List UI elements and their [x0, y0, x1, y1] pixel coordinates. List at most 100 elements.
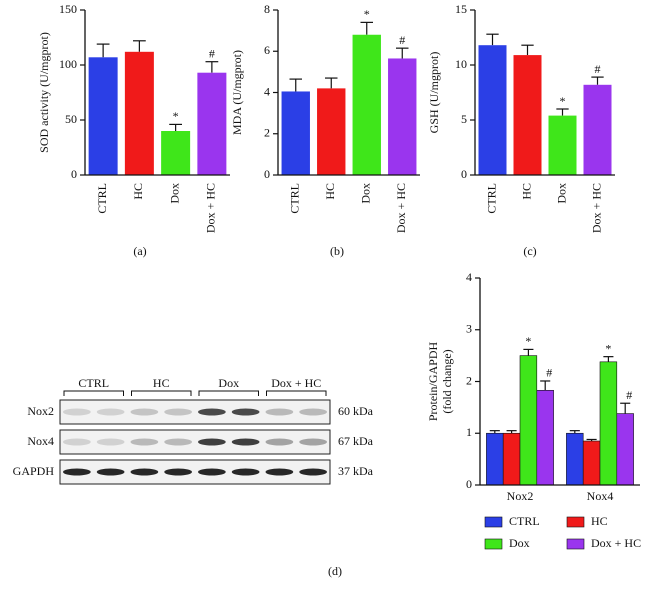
blot-group-label: Dox + HC — [271, 376, 321, 390]
y-axis-label: MDA (U/mgprot) — [230, 50, 244, 135]
blot-band — [265, 468, 294, 476]
x-tick-label: HC — [323, 183, 337, 200]
bar — [161, 131, 191, 175]
blot-row — [59, 399, 331, 425]
y-tick-label: 0 — [466, 477, 472, 491]
x-tick-label: Dox + HC — [394, 183, 408, 233]
bar — [317, 88, 346, 175]
blot-bracket — [198, 390, 259, 396]
blot-group-label: CTRL — [78, 376, 109, 390]
legend-label: Dox — [509, 536, 530, 550]
y-tick-label: 2 — [264, 126, 270, 140]
bar — [281, 91, 310, 175]
blot-band — [198, 468, 226, 476]
bar — [519, 355, 538, 486]
blot-band — [63, 438, 91, 446]
blot-band — [63, 408, 91, 416]
panel-label: (b) — [330, 244, 344, 258]
y-tick-label: 0 — [71, 167, 77, 181]
bar — [124, 51, 154, 175]
significance-mark: * — [525, 334, 531, 348]
bar — [502, 432, 521, 486]
blot-group-label: Dox — [218, 376, 239, 390]
x-tick-label: Dox — [167, 183, 181, 204]
x-tick-label: Nox4 — [587, 489, 614, 503]
y-tick-label: 4 — [466, 270, 472, 284]
panel-label: (d) — [328, 564, 342, 578]
blot-row — [59, 429, 331, 455]
blot-size-label: 67 kDa — [338, 434, 374, 448]
y-tick-label: 15 — [455, 2, 467, 16]
bar — [548, 115, 577, 175]
y-tick-label: 4 — [264, 84, 270, 98]
bar — [583, 84, 612, 175]
y-tick-label: 10 — [455, 57, 467, 71]
significance-mark: # — [546, 366, 552, 380]
bar — [352, 34, 381, 175]
y-axis-label: (fold change) — [440, 349, 454, 413]
blot-bracket — [131, 390, 192, 396]
y-tick-label: 6 — [264, 43, 270, 57]
blot-band — [63, 468, 91, 476]
x-tick-label: CTRL — [288, 183, 302, 214]
blot-bracket — [266, 390, 327, 396]
legend-swatch — [484, 538, 503, 550]
blot-band — [164, 408, 192, 416]
blot-bracket — [63, 390, 124, 396]
blot-band — [299, 438, 327, 446]
y-axis-label: Protein/GAPDH — [426, 342, 440, 422]
x-tick-label: HC — [131, 183, 145, 200]
y-axis-label: GSH (U/mgprot) — [427, 52, 441, 134]
blot-band — [231, 468, 260, 476]
blot-band — [96, 408, 125, 416]
blot-band — [130, 408, 159, 416]
bar — [599, 361, 618, 486]
y-tick-label: 0 — [461, 167, 467, 181]
legend-swatch — [484, 516, 503, 528]
y-tick-label: 50 — [65, 112, 77, 126]
blot-band — [130, 468, 159, 476]
significance-mark: # — [209, 46, 215, 60]
x-tick-label: CTRL — [484, 183, 498, 214]
blot-band — [299, 408, 327, 416]
bar — [536, 389, 554, 486]
y-tick-label: 3 — [466, 322, 472, 336]
x-tick-label: Nox2 — [507, 489, 534, 503]
bar — [388, 58, 417, 175]
bar — [513, 55, 542, 175]
legend-swatch — [566, 516, 585, 528]
panel-label: (c) — [523, 244, 536, 258]
legend-label: Dox + HC — [591, 536, 641, 550]
blot-size-label: 37 kDa — [338, 464, 374, 478]
significance-mark: * — [364, 7, 370, 21]
y-tick-label: 150 — [59, 2, 77, 16]
blot-row-label: Nox2 — [27, 404, 54, 418]
significance-mark: * — [560, 94, 566, 108]
y-axis-label: SOD activity (U/mgprot) — [37, 32, 51, 153]
x-tick-label: HC — [519, 183, 533, 200]
blot-band — [265, 408, 294, 416]
blot-group-label: HC — [153, 376, 170, 390]
blot-row-label: Nox4 — [27, 434, 54, 448]
blot-band — [164, 438, 192, 446]
blot-band — [164, 468, 192, 476]
x-tick-label: Dox + HC — [589, 183, 603, 233]
blot-band — [96, 468, 125, 476]
y-tick-label: 2 — [466, 373, 472, 387]
significance-mark: # — [595, 62, 601, 76]
bar — [582, 440, 601, 486]
blot-row-label: GAPDH — [13, 464, 55, 478]
significance-mark: # — [399, 33, 405, 47]
blot-band — [130, 438, 159, 446]
significance-mark: # — [626, 388, 632, 402]
bar — [616, 413, 634, 486]
bar — [478, 45, 507, 176]
bar — [486, 432, 504, 486]
blot-band — [265, 438, 294, 446]
y-tick-label: 1 — [466, 425, 472, 439]
legend-label: HC — [591, 514, 608, 528]
blot-band — [96, 438, 125, 446]
bar — [566, 432, 584, 486]
y-tick-label: 8 — [264, 2, 270, 16]
